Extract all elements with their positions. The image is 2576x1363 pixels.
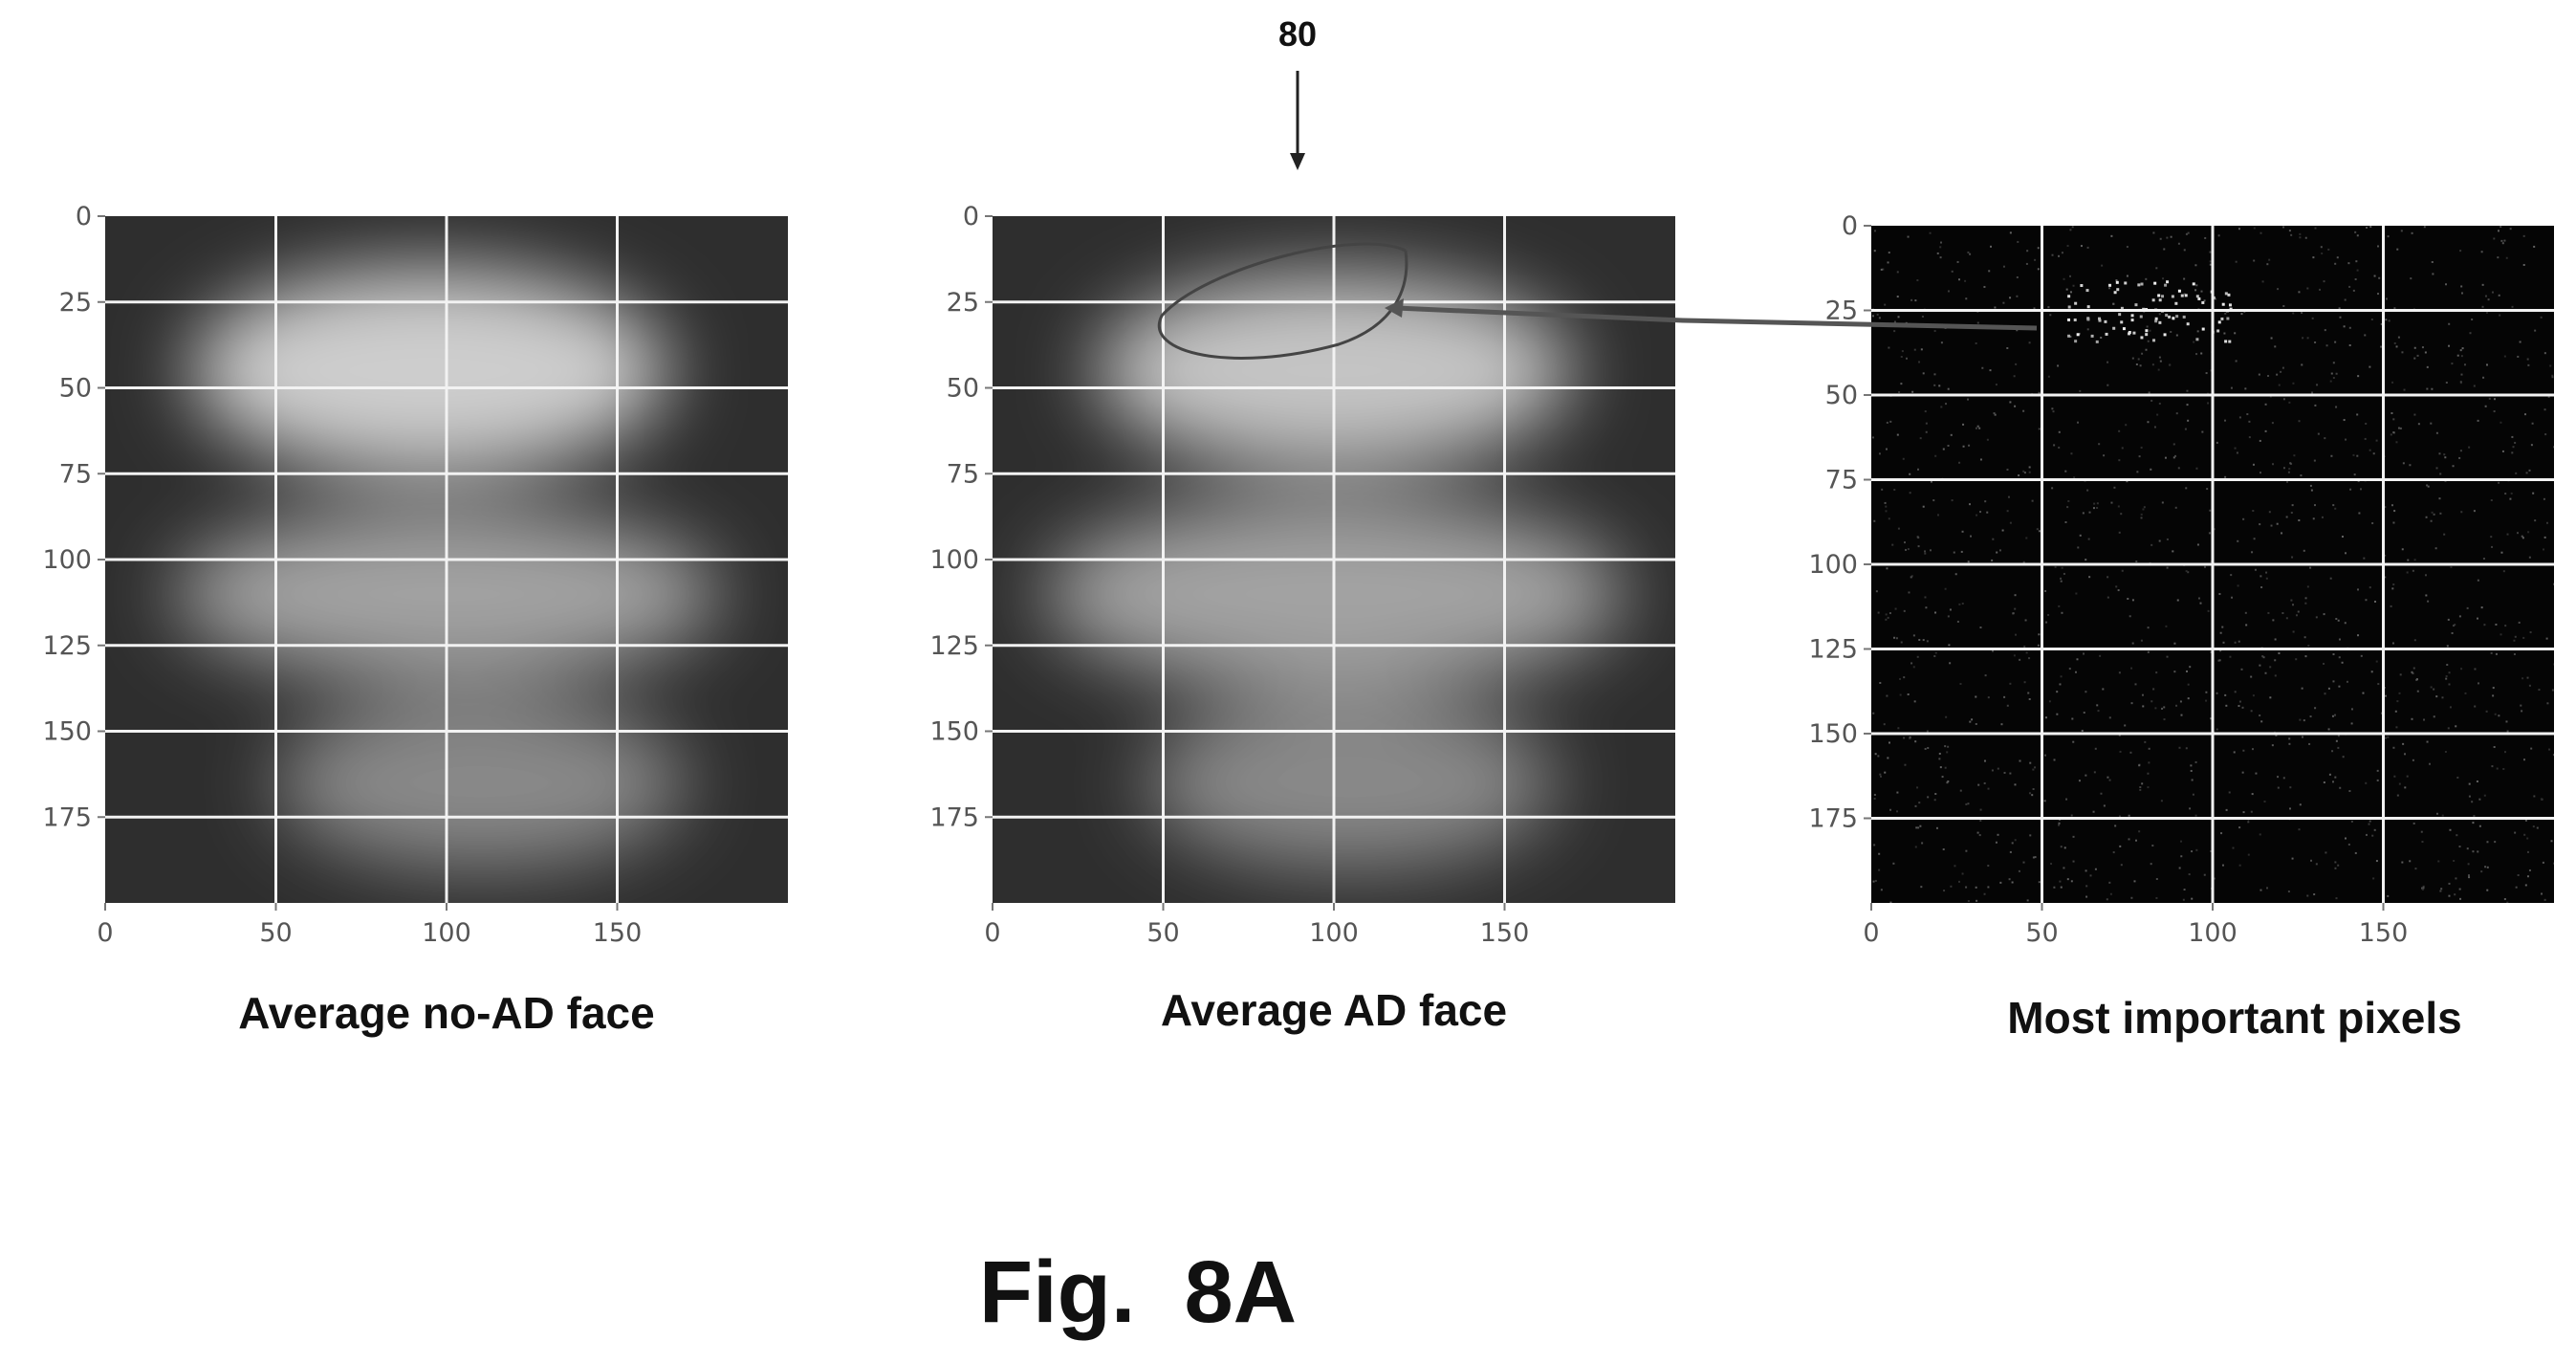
y-tick-label: 0 [1842, 211, 1858, 241]
y-tick-label: 75 [59, 459, 92, 489]
x-tick-label: 150 [593, 918, 643, 948]
y-tick-label: 0 [76, 202, 92, 231]
x-tick-label: 0 [984, 918, 1000, 948]
y-tick-label: 125 [929, 631, 979, 661]
panel-title-ad: Average AD face [1161, 985, 1507, 1035]
grid [1871, 226, 2554, 903]
y-tick-label: 100 [929, 545, 979, 575]
panel-title-important-pixels: Most important pixels [2007, 993, 2461, 1043]
panel-average-no-ad-face: 0 25 50 75 100 125 150 175 0 50 100 150 [42, 202, 788, 948]
annotation-connector [1158, 242, 2038, 360]
x-tick-label: 50 [2025, 918, 2058, 948]
y-tick-label: 150 [42, 717, 92, 747]
y-tick-label: 175 [1808, 804, 1858, 834]
figure-label: Fig. 8A [979, 1243, 1297, 1341]
x-tick-label: 100 [2188, 918, 2238, 948]
bright-region [1146, 696, 1557, 869]
y-tick-label: 150 [929, 717, 979, 747]
y-tick-label: 100 [1808, 550, 1858, 580]
x-tick-label: 0 [1863, 918, 1879, 948]
reference-arrow [1290, 71, 1305, 170]
y-tick-label: 150 [1808, 719, 1858, 749]
grid [993, 216, 1675, 903]
x-tick-label: 0 [97, 918, 113, 948]
x-tick-label: 50 [259, 918, 292, 948]
y-tick-label: 50 [59, 374, 92, 404]
grid [105, 216, 788, 903]
panel-most-important-pixels: 0 25 50 75 100 125 150 175 0 50 100 150 [1808, 211, 2554, 948]
x-tick-label: 100 [1309, 918, 1359, 948]
x-tick-label: 100 [422, 918, 471, 948]
y-tick-label: 25 [1825, 297, 1858, 326]
noise-pixels [1871, 226, 2554, 903]
panel-average-ad-face: 0 25 50 75 100 125 150 175 0 50 100 150 [929, 202, 1675, 948]
y-tick-label: 125 [1808, 635, 1858, 665]
bright-region [190, 267, 669, 474]
reference-numeral: 80 [1278, 14, 1317, 54]
y-tick-label: 175 [929, 802, 979, 832]
y-tick-label: 0 [963, 202, 979, 231]
y-tick-label: 75 [1825, 466, 1858, 495]
bright-region [275, 696, 686, 869]
y-tick-label: 125 [42, 631, 92, 661]
y-tick-label: 25 [947, 288, 979, 318]
x-tick-label: 50 [1146, 918, 1179, 948]
y-tick-label: 75 [947, 459, 979, 489]
x-tick-label: 150 [2359, 918, 2409, 948]
y-tick-label: 175 [42, 802, 92, 832]
y-tick-label: 50 [947, 374, 979, 404]
y-tick-label: 50 [1825, 381, 1858, 410]
y-tick-label: 100 [42, 545, 92, 575]
y-tick-label: 25 [59, 288, 92, 318]
x-tick-label: 150 [1480, 918, 1530, 948]
panel-title-no-ad: Average no-AD face [238, 988, 654, 1038]
